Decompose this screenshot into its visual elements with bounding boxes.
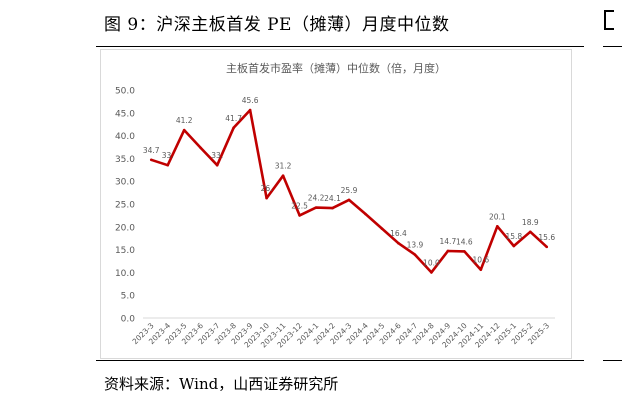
top-rule-next-column — [603, 46, 622, 47]
line-chart: 主板首发市盈率（摊薄）中位数（倍，月度） 0.0 5.0 10.0 15.0 20.0 2… — [115, 61, 555, 350]
data-point — [182, 128, 186, 132]
chart-title: 主板首发市盈率（摊薄）中位数（倍，月度） — [226, 61, 446, 75]
data-point — [463, 250, 466, 253]
data-point — [496, 225, 499, 228]
data-point — [364, 212, 367, 216]
data-label: 15.8 — [505, 232, 522, 241]
data-point — [347, 198, 351, 202]
data-label: 14.6 — [456, 237, 473, 246]
data-label: 31.2 — [275, 162, 292, 171]
data-label: 26. — [261, 184, 273, 193]
data-point — [265, 196, 268, 200]
data-label: 18.9 — [522, 218, 539, 227]
data-label: 10.6 — [472, 256, 489, 265]
data-point — [314, 206, 318, 209]
data-label: 24.2 — [308, 194, 325, 203]
data-label: 16.4 — [390, 229, 407, 238]
data-point — [380, 227, 384, 230]
y-tick-label: 10.0 — [115, 269, 135, 279]
data-point — [149, 158, 153, 162]
data-point — [166, 163, 170, 167]
y-tick-label: 15.0 — [115, 246, 135, 256]
data-point — [528, 230, 532, 234]
data-point — [479, 268, 483, 271]
y-tick-label: 5.0 — [121, 292, 136, 302]
bottom-rule-next-column — [603, 360, 622, 361]
data-label: 41.7 — [225, 114, 242, 123]
data-label: 10.0 — [423, 258, 440, 267]
data-label: 22.5 — [291, 201, 308, 210]
chart-frame: 主板首发市盈率（摊薄）中位数（倍，月度） 0.0 5.0 10.0 15.0 20.0 2… — [100, 49, 572, 359]
data-label: 41.2 — [176, 116, 193, 125]
data-point — [281, 174, 285, 178]
data-point — [232, 126, 235, 130]
next-column-title-fragment — [604, 10, 614, 30]
data-label: 13.9 — [407, 241, 424, 250]
data-label: 14.7 — [440, 237, 457, 246]
y-tick-label: 45.0 — [115, 109, 135, 119]
data-point — [199, 146, 202, 150]
data-label: 34.7 — [143, 146, 160, 155]
x-axis: 2023-32023-42023-52023-62023-72023-82023… — [130, 321, 551, 350]
data-point — [413, 253, 417, 256]
top-rule — [96, 46, 584, 47]
data-point — [215, 163, 219, 167]
y-tick-label: 25.0 — [115, 201, 135, 211]
data-point — [397, 241, 400, 245]
data-point — [430, 271, 433, 274]
data-point — [248, 108, 252, 112]
bottom-rule — [96, 360, 584, 361]
source-note: 资料来源：Wind，山西证券研究所 — [104, 375, 339, 393]
data-points — [149, 108, 549, 274]
data-label: 33. — [211, 151, 223, 160]
data-label: 20.1 — [489, 212, 506, 221]
figure-title: 图 9：沪深主板首发 PE（摊薄）月度中位数 — [104, 15, 450, 35]
data-point — [446, 249, 450, 253]
data-point — [331, 206, 334, 210]
data-point — [298, 214, 301, 217]
data-label: 15.6 — [538, 233, 555, 242]
y-tick-label: 35.0 — [115, 155, 135, 165]
data-labels: 34.733.41.233.41.745.626.31.222.524.2 24.… — [143, 96, 555, 267]
data-label: 25.9 — [341, 186, 358, 195]
data-label: 24.1 — [324, 194, 341, 203]
data-label: 45.6 — [242, 96, 259, 105]
y-axis: 0.0 5.0 10.0 15.0 20.0 25.0 30.0 35.0 40.0 45.0 50… — [115, 87, 135, 325]
y-tick-label: 40.0 — [115, 132, 135, 142]
y-tick-label: 20.0 — [115, 223, 135, 233]
y-tick-label: 30.0 — [115, 178, 135, 188]
y-tick-label: 0.0 — [121, 315, 136, 325]
y-tick-label: 50.0 — [115, 87, 135, 97]
data-point — [545, 245, 549, 249]
data-point — [512, 244, 516, 248]
data-label: 33. — [162, 151, 174, 160]
